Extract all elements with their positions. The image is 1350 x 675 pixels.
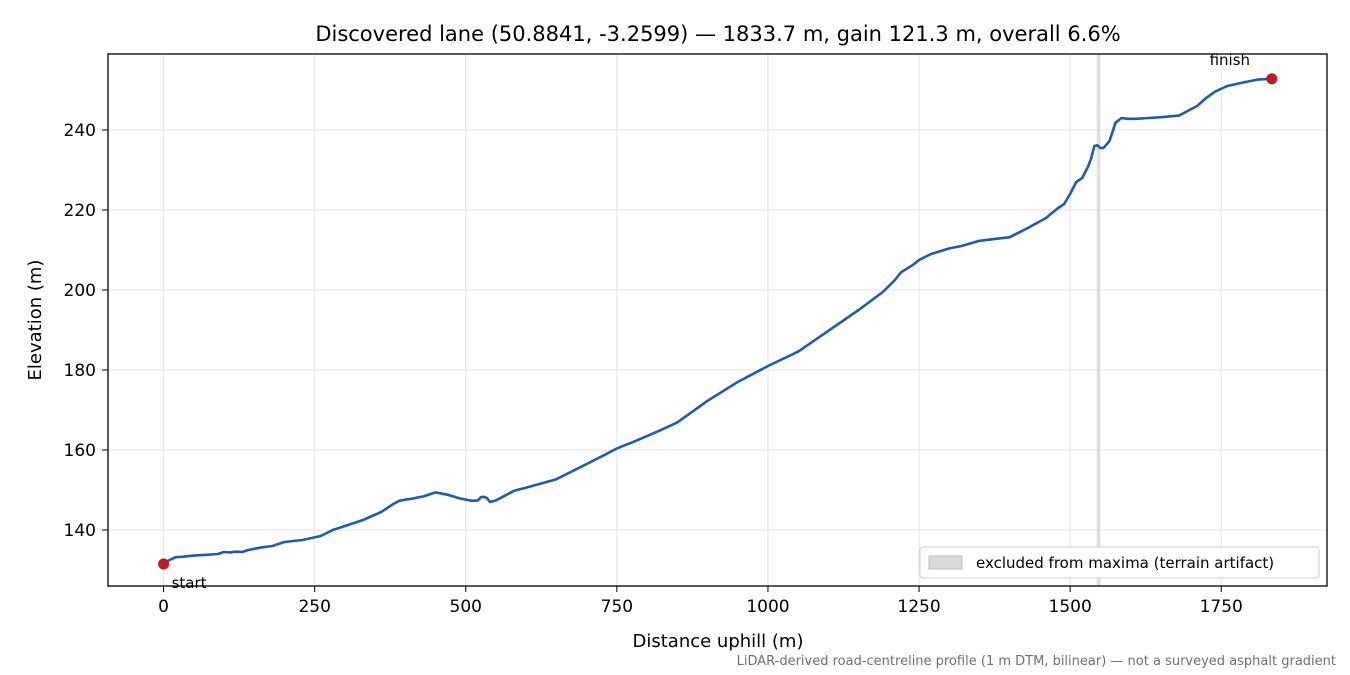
y-tick-label: 160 [64,441,96,461]
excluded-band-group [1096,54,1101,586]
x-tick-label: 250 [298,597,330,617]
marker-start [158,558,170,570]
marker-label-finish: finish [1210,51,1250,69]
y-ticks: 140 160 180 200 220 240 [64,121,108,541]
legend-label: excluded from maxima (terrain artifact) [976,554,1274,572]
y-tick-label: 180 [64,361,96,381]
marker-label-start: start [172,574,207,592]
footnote: LiDAR-derived road-centreline profile (1… [737,654,1336,669]
x-tick-label: 1500 [1049,597,1092,617]
series-line-elevation [162,77,1274,566]
gridlines [108,54,1327,586]
x-tick-label: 750 [601,597,633,617]
y-tick-label: 240 [64,121,96,141]
x-tick-label: 1000 [746,597,789,617]
legend: excluded from maxima (terrain artifact) [919,546,1320,579]
x-axis-label: Distance uphill (m) [633,631,804,652]
legend-swatch [928,555,963,570]
x-tick-label: 1250 [897,597,940,617]
legend-box [919,546,1320,579]
markers: start finish [158,51,1278,592]
chart-title: Discovered lane (50.8841, -3.2599) — 183… [315,22,1120,46]
x-tick-label: 1750 [1200,597,1243,617]
y-tick-label: 140 [64,521,96,541]
marker-finish [1266,73,1278,85]
x-tick-label: 500 [450,597,482,617]
y-axis-label: Elevation (m) [25,260,46,381]
x-tick-label: 0 [158,597,169,617]
plot-frame [107,53,1328,587]
excluded-band [1096,54,1101,586]
y-tick-label: 200 [64,281,96,301]
x-ticks: 0 250 500 750 1000 1250 1500 1750 [158,586,1243,617]
y-tick-label: 220 [64,201,96,221]
